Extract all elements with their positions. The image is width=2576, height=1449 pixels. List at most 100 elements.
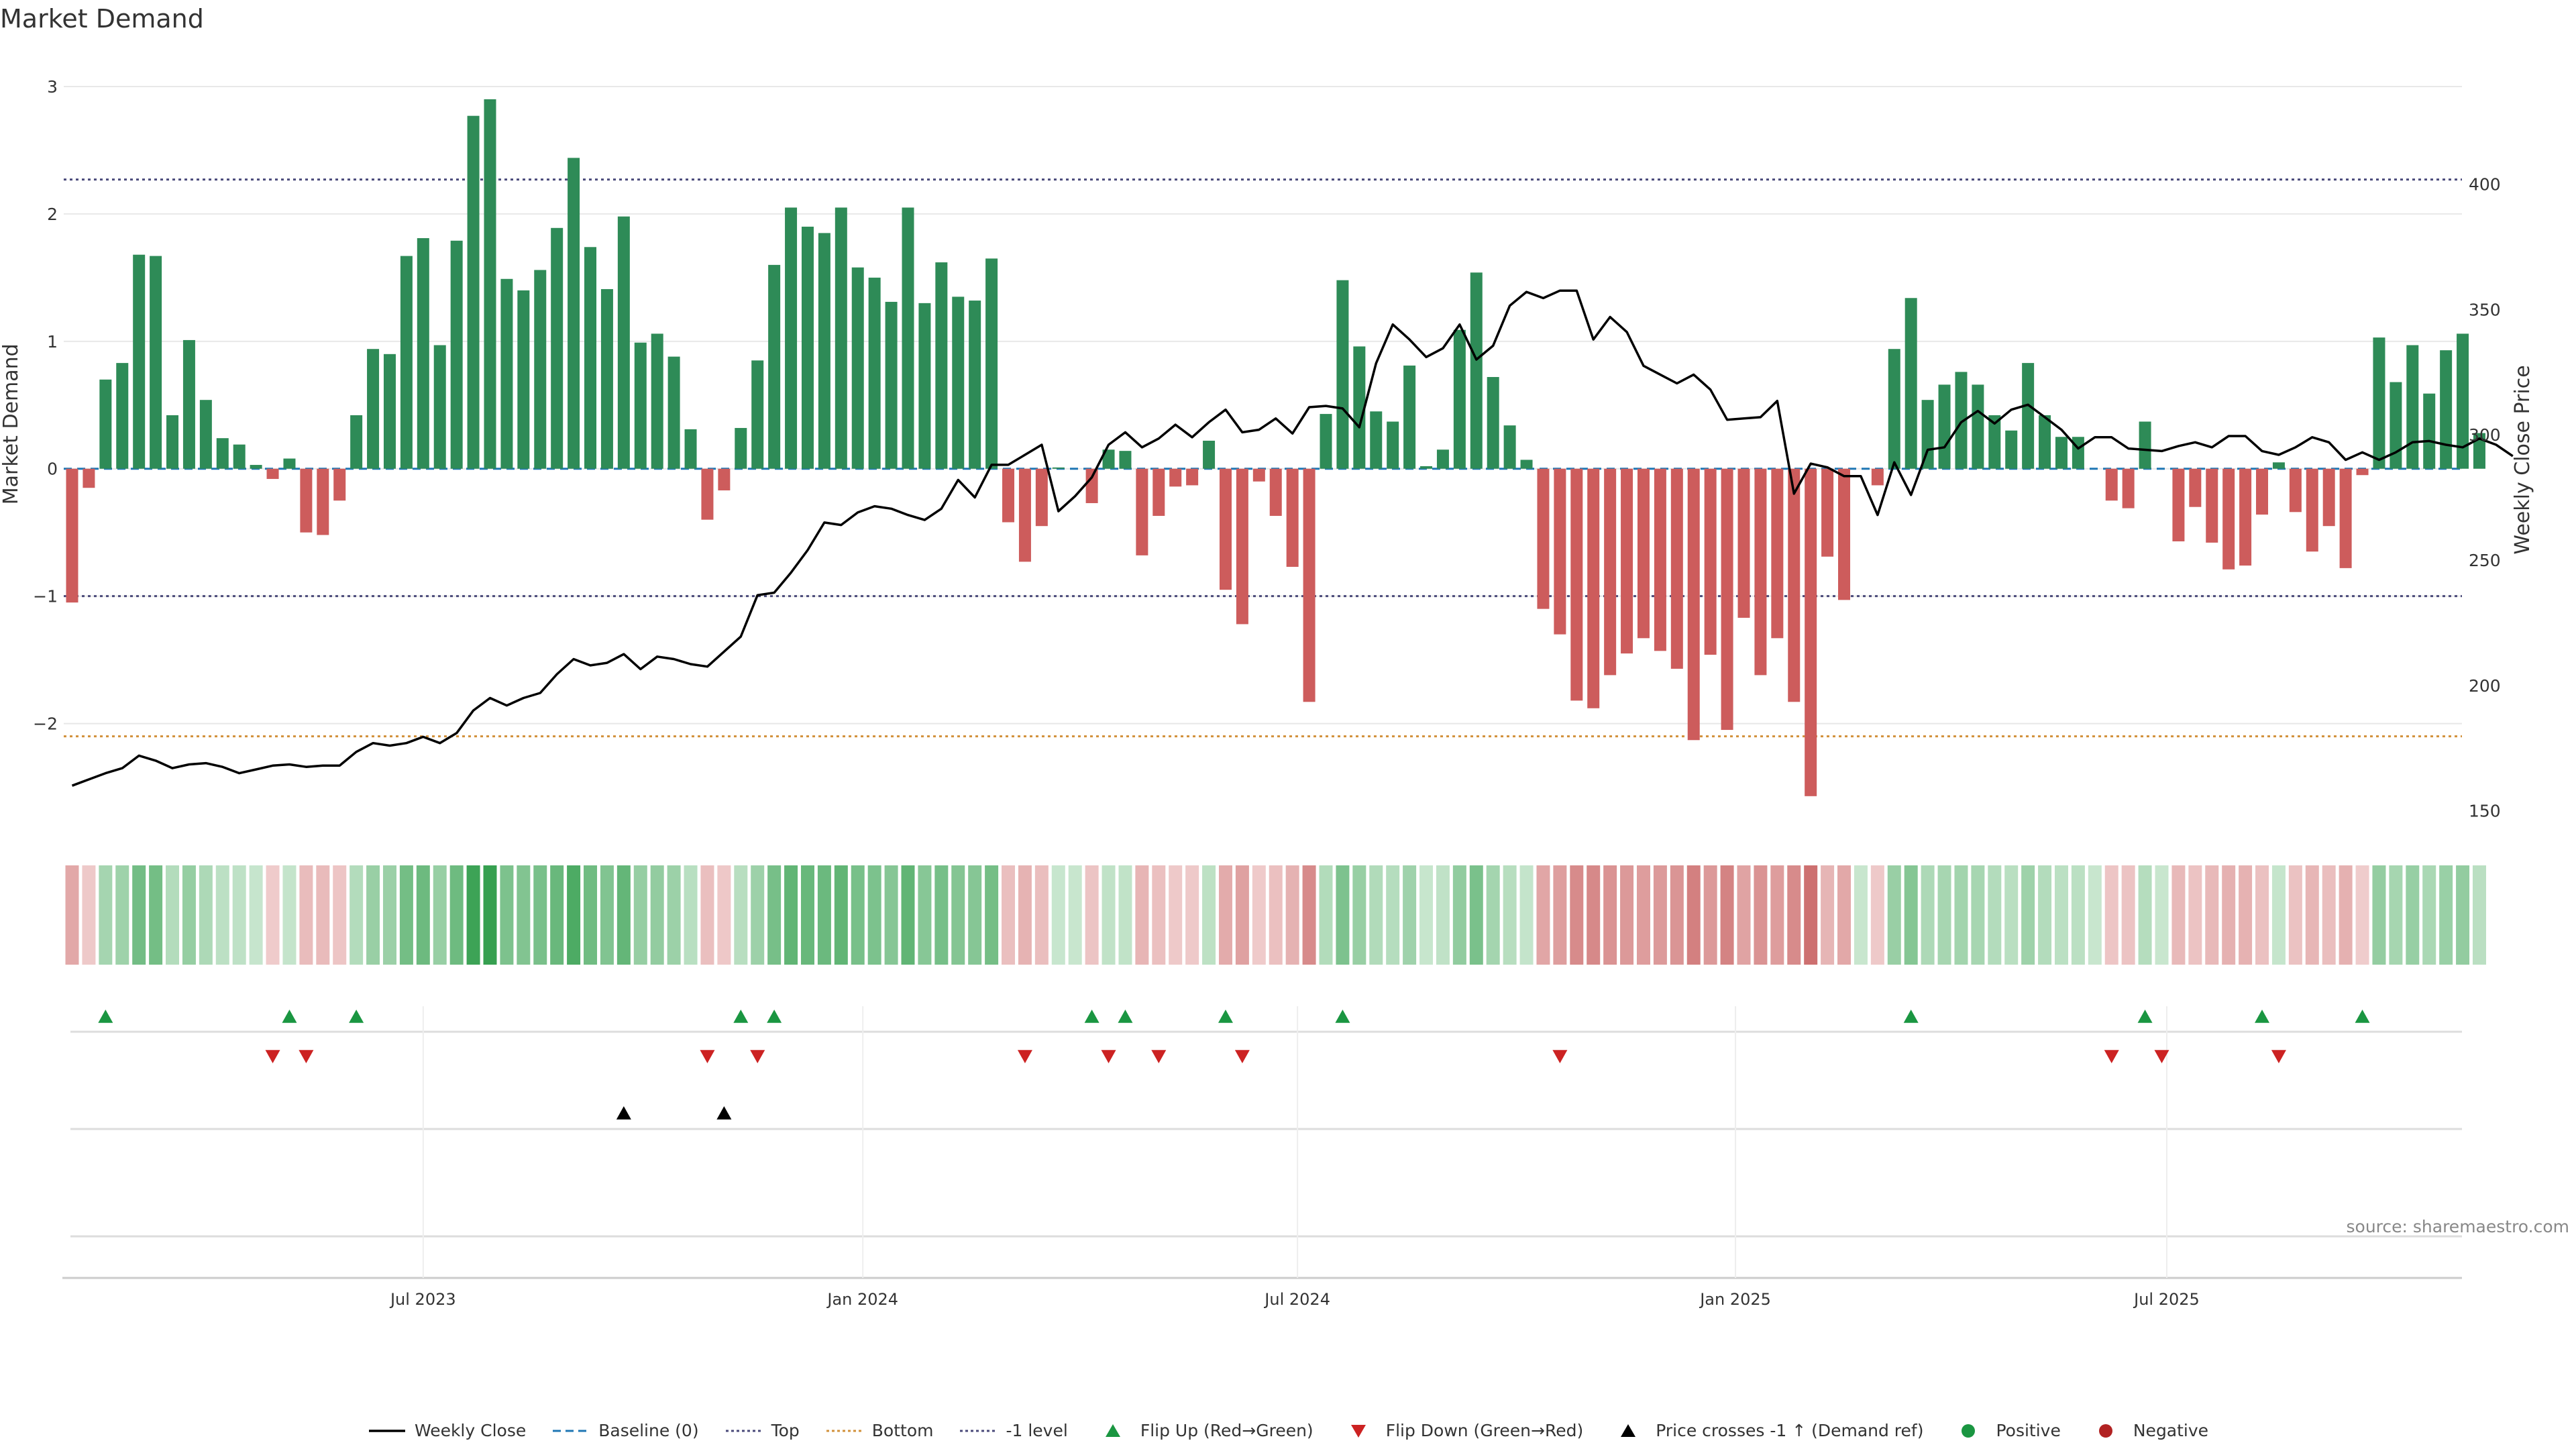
heat-cell-positive	[366, 865, 380, 965]
flip-up-marker	[2255, 1010, 2270, 1023]
demand-bar	[1754, 468, 1767, 676]
heat-cell-negative	[1787, 865, 1801, 965]
demand-bar	[2206, 468, 2218, 543]
demand-bar	[600, 288, 613, 469]
heat-cell-positive	[1319, 865, 1333, 965]
heat-cell-negative	[2322, 865, 2336, 965]
heat-cell-positive	[633, 865, 647, 965]
demand-bar	[1904, 298, 1917, 469]
heat-cell-positive	[1403, 865, 1417, 965]
heat-cell-positive	[2422, 865, 2436, 965]
heat-cell-positive	[968, 865, 982, 965]
circle-icon	[1962, 1424, 1976, 1438]
y-left-tick-label: −1	[33, 587, 58, 606]
demand-bar	[1085, 468, 1098, 504]
legend-item: -1 level	[959, 1421, 1068, 1440]
heat-cell-positive	[667, 865, 681, 965]
heat-cell-positive	[99, 865, 113, 965]
demand-bar	[417, 237, 429, 469]
demand-bar	[283, 458, 296, 469]
demand-bar	[1453, 329, 1466, 469]
circle-icon	[2098, 1424, 2112, 1438]
demand-bar	[1320, 414, 1332, 469]
heat-cell-positive	[2071, 865, 2085, 965]
y-right-tick-label: 400	[2469, 174, 2501, 194]
legend-label: Bottom	[871, 1421, 934, 1440]
heat-cell-positive	[249, 865, 263, 965]
flip-down-marker	[1151, 1050, 1167, 1063]
y-right-tick-label: 150	[2469, 802, 2501, 821]
heat-cell-positive	[2456, 865, 2470, 965]
legend-label: -1 level	[1006, 1421, 1068, 1440]
demand-bar	[1554, 468, 1566, 635]
heat-cell-positive	[584, 865, 598, 965]
demand-bar	[133, 254, 146, 469]
heat-cell-positive	[951, 865, 965, 965]
demand-bar	[2289, 468, 2302, 513]
demand-bar	[1687, 468, 1700, 741]
demand-bar	[1186, 468, 1199, 486]
demand-bar	[568, 158, 580, 469]
demand-bar	[350, 415, 363, 469]
demand-bar	[2172, 468, 2185, 541]
flip-up-marker	[282, 1010, 297, 1023]
heat-cell-negative	[299, 865, 313, 965]
heat-cell-positive	[867, 865, 881, 965]
heat-cell-positive	[550, 865, 564, 965]
legend-item: Positive	[1949, 1421, 2061, 1440]
flip-down-marker	[1234, 1050, 1250, 1063]
demand-bar	[1871, 468, 1884, 486]
heat-cell-negative	[1135, 865, 1149, 965]
demand-bar	[2189, 468, 2202, 507]
heat-cell-positive	[767, 865, 782, 965]
heat-cell-positive	[884, 865, 898, 965]
heat-cell-negative	[2255, 865, 2269, 965]
demand-bar	[1420, 466, 1433, 469]
y-right-tick-label: 300	[2469, 425, 2501, 445]
heat-cell-negative	[1553, 865, 1567, 965]
heat-cell-negative	[717, 865, 731, 965]
demand-bar	[667, 356, 680, 469]
heat-cell-negative	[1152, 865, 1166, 965]
demand-bar	[1035, 468, 1048, 527]
legend: Weekly Close Baseline (0) Top Bottom -1 leve…	[0, 1421, 2576, 1440]
demand-bar	[1169, 468, 1182, 487]
demand-bar	[918, 303, 931, 469]
heat-cell-negative	[2239, 865, 2253, 965]
legend-label: Flip Up (Red→Green)	[1140, 1421, 1313, 1440]
demand-bar	[1587, 468, 1600, 708]
heat-cell-positive	[600, 865, 614, 965]
demand-bar	[383, 354, 396, 469]
demand-bar	[1303, 468, 1316, 702]
heat-cell-positive	[918, 865, 932, 965]
heat-cell-negative	[1737, 865, 1751, 965]
legend-label: Price crosses -1 ↑ (Demand ref)	[1656, 1421, 1924, 1440]
demand-bar	[735, 427, 747, 469]
axes: 3 2 1 0 −1 −2 150 200 250 300 350 400 Market Demand W…	[0, 77, 2534, 1309]
heat-cell-positive	[500, 865, 514, 965]
legend-item: Price crosses -1 ↑ (Demand ref)	[1609, 1421, 1923, 1440]
demand-bar	[785, 207, 798, 469]
demand-bar	[1353, 346, 1366, 469]
x-tick-label: Jan 2025	[1699, 1290, 1771, 1309]
chart-title: Market Demand	[0, 4, 204, 34]
heat-cell-positive	[1102, 865, 1116, 965]
demand-bar	[433, 345, 446, 469]
heat-cell-positive	[934, 865, 949, 965]
demand-bar	[1621, 468, 1633, 654]
heat-cell-positive	[2088, 865, 2102, 965]
legend-item: Baseline (0)	[551, 1421, 699, 1440]
demand-bar	[818, 233, 830, 469]
heat-cell-negative	[1770, 865, 1784, 965]
demand-bar	[2139, 421, 2151, 469]
heat-cell-positive	[616, 865, 631, 965]
heat-strip	[65, 865, 2486, 965]
demand-bar	[1269, 468, 1282, 517]
demand-bars	[66, 99, 2485, 796]
demand-bar	[835, 207, 847, 469]
demand-bar	[1537, 468, 1550, 609]
heat-cell-negative	[1720, 865, 1734, 965]
heat-cell-positive	[2138, 865, 2152, 965]
demand-bar	[2473, 433, 2485, 469]
demand-bar	[2406, 345, 2419, 469]
